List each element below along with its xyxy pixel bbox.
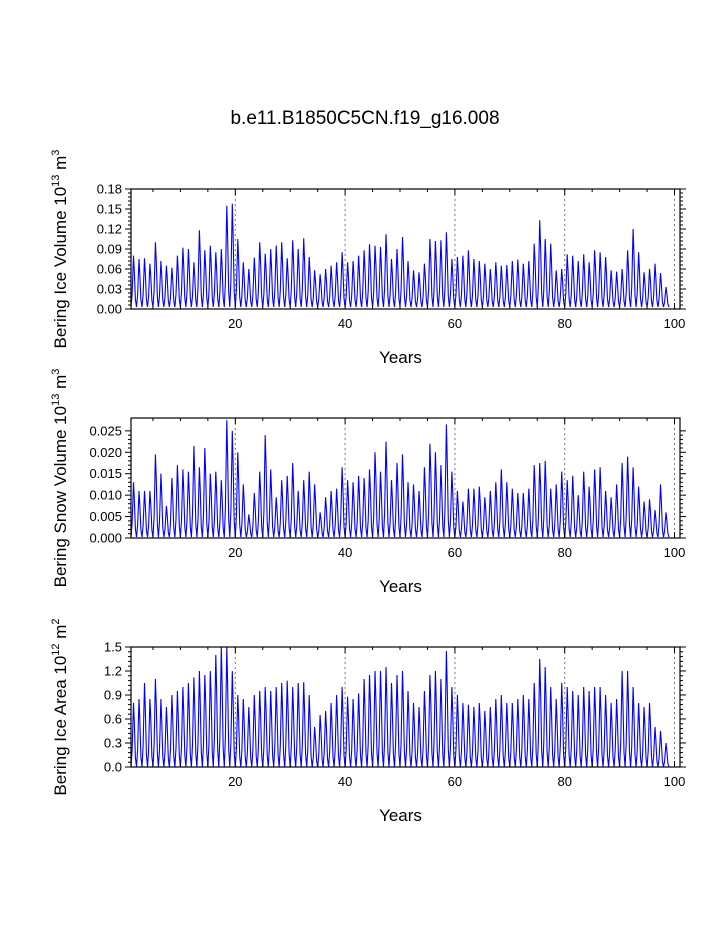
series-line-ice-volume — [131, 203, 670, 308]
x-tick-label-ice-volume-4: 100 — [664, 316, 686, 331]
x-tick-label-ice-volume-0: 20 — [228, 316, 242, 331]
x-tick-label-ice-volume-1: 40 — [338, 316, 352, 331]
plot-frame-ice-volume — [130, 188, 681, 310]
y-tick-label-snow-volume-4: 0.020 — [89, 445, 122, 460]
series-line-ice-area — [131, 647, 670, 767]
y-tick-label-ice-volume-6: 0.18 — [97, 182, 122, 197]
panels: 20 40 60 80 100 0.00 0.03 0.06 0.09 0.12 0.15 0.18 Y… — [50, 150, 686, 825]
x-axis-label-ice-volume: Years — [379, 348, 422, 367]
x-tick-label-ice-area-4: 100 — [664, 774, 686, 789]
x-tick-label-ice-volume-2: 60 — [448, 316, 462, 331]
x-tick-label-snow-volume-4: 100 — [664, 545, 686, 560]
y-tick-label-ice-area-2: 0.6 — [104, 712, 122, 727]
x-axis-label-ice-area: Years — [379, 806, 422, 825]
panel-ice-area: 20 40 60 80 100 0.0 0.3 0.6 0.9 1.2 1.5 Years Bering… — [50, 618, 686, 825]
y-tick-label-ice-volume-3: 0.09 — [97, 242, 122, 257]
y-tick-label-ice-volume-1: 0.03 — [97, 282, 122, 297]
y-tick-label-snow-volume-3: 0.015 — [89, 466, 122, 481]
x-axis-label-snow-volume: Years — [379, 577, 422, 596]
y-tick-label-ice-area-5: 1.5 — [104, 640, 122, 655]
y-tick-label-ice-area-0: 0.0 — [104, 760, 122, 775]
x-tick-label-ice-volume-3: 80 — [557, 316, 571, 331]
y-axis-label-ice-area: Bering Ice Area 1012 m2 — [50, 618, 70, 795]
y-tick-label-ice-volume-0: 0.00 — [97, 302, 122, 317]
x-tick-label-ice-area-0: 20 — [228, 774, 242, 789]
x-tick-label-snow-volume-2: 60 — [448, 545, 462, 560]
figure-title: b.e11.B1850C5CN.f19_g16.008 — [230, 108, 499, 129]
x-tick-label-ice-area-3: 80 — [557, 774, 571, 789]
series-line-snow-volume — [131, 420, 670, 538]
plot-frame-snow-volume — [130, 417, 681, 539]
x-tick-label-snow-volume-3: 80 — [557, 545, 571, 560]
plot-frame-ice-area — [130, 646, 681, 768]
y-tick-label-ice-area-1: 0.3 — [104, 736, 122, 751]
x-tick-label-ice-area-2: 60 — [448, 774, 462, 789]
y-tick-label-snow-volume-5: 0.025 — [89, 423, 122, 438]
panel-snow-volume: 20 40 60 80 100 0.000 0.005 0.010 0.015 0.020 0.02… — [50, 369, 686, 596]
y-tick-label-ice-volume-4: 0.12 — [97, 222, 122, 237]
x-tick-label-snow-volume-0: 20 — [228, 545, 242, 560]
y-tick-label-ice-volume-5: 0.15 — [97, 202, 122, 217]
y-tick-label-snow-volume-0: 0.000 — [89, 531, 122, 546]
x-tick-label-snow-volume-1: 40 — [338, 545, 352, 560]
y-axis-label-ice-volume: Bering Ice Volume 1013 m3 — [50, 150, 70, 349]
y-axis-label-snow-volume: Bering Snow Volume 1013 m3 — [50, 369, 70, 588]
y-tick-label-ice-area-3: 0.9 — [104, 688, 122, 703]
y-tick-label-ice-volume-2: 0.06 — [97, 262, 122, 277]
x-tick-label-ice-area-1: 40 — [338, 774, 352, 789]
y-tick-label-snow-volume-1: 0.005 — [89, 509, 122, 524]
y-tick-label-ice-area-4: 1.2 — [104, 664, 122, 679]
panel-ice-volume: 20 40 60 80 100 0.00 0.03 0.06 0.09 0.12 0.15 0.18 Y… — [50, 150, 686, 367]
y-tick-label-snow-volume-2: 0.010 — [89, 488, 122, 503]
